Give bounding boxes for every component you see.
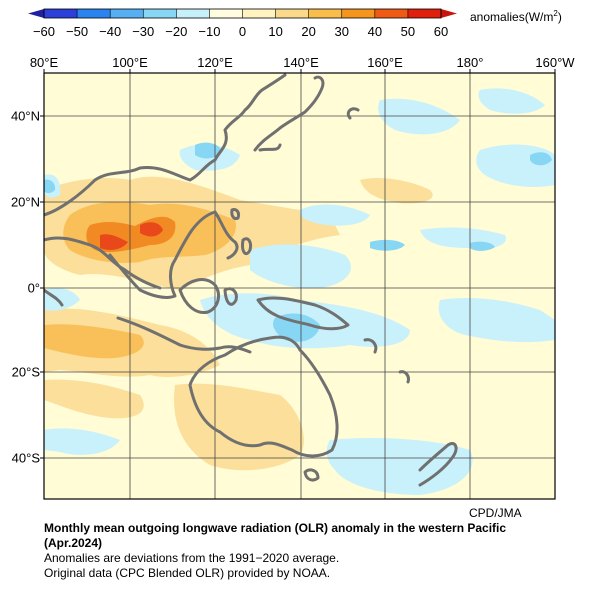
colorbar-segment (242, 9, 277, 18)
lon-label-80e: 80°E (29, 55, 59, 70)
coast-asia-mainland (44, 73, 287, 217)
colorbar-segment (275, 9, 310, 18)
colorbar-arrow-left (28, 9, 44, 18)
positive-anomaly-fields (44, 176, 433, 471)
colorbar-tick-label: −20 (165, 24, 188, 39)
lon-label-160e: 160°E (367, 55, 403, 70)
lat-label-0: 0° (27, 280, 40, 296)
colorbar-tick-label: 20 (301, 24, 316, 39)
colorbar-tick-label: −10 (198, 24, 221, 39)
colorbar-segment (110, 9, 144, 18)
colorbar-tick-label: 50 (400, 24, 416, 39)
map-frame (43, 72, 556, 500)
colorbar-tick-label: 10 (268, 24, 283, 39)
coast-japan (253, 75, 325, 152)
colorbar-segment (341, 9, 376, 18)
lat-label-20s: 20°S (11, 364, 40, 380)
colorbar-tick-label: 60 (433, 24, 449, 39)
coast-korea (258, 143, 282, 152)
caption-title-line2: (Apr.2024) (44, 536, 103, 550)
colorbar-tick-label: −30 (132, 24, 155, 39)
coast-vanuatu (363, 338, 378, 354)
negative-anomaly-fields (44, 88, 555, 495)
coast-tasmania (303, 468, 320, 482)
colorbar-tick-label: 30 (334, 24, 349, 39)
lat-label-20n: 20°N (10, 194, 40, 210)
colorbar-tick-label: −50 (66, 24, 89, 39)
lon-label-160w: 160°W (535, 55, 575, 70)
coast-sulawesi (223, 287, 238, 306)
colorbar-segment (176, 9, 210, 18)
coast-new-guinea (256, 296, 350, 331)
coast-sumatra-java (116, 316, 252, 354)
colorbar-tick-label: 40 (367, 24, 383, 39)
colorbar-segment (77, 9, 111, 18)
colorbar-segment (209, 9, 243, 18)
coast-philippines (241, 237, 252, 256)
coast-india-bay (44, 236, 162, 290)
lon-label-120e: 120°E (197, 55, 233, 70)
coast-sri-lanka (44, 288, 64, 307)
coast-malay-peninsula (108, 210, 217, 299)
colorbar-segment (44, 9, 78, 18)
frame-ticks (40, 69, 556, 459)
coast-vietnam (213, 210, 239, 260)
lon-label-180: 180° (456, 55, 484, 70)
colorbar-segment (308, 9, 343, 18)
credit-label: CPD/JMA (469, 506, 522, 520)
caption-note-source: Original data (CPC Blended OLR) provided… (44, 566, 331, 580)
coast-fiji (398, 370, 410, 384)
colorbar-segment (143, 9, 177, 18)
caption-note-baseline: Anomalies are deviations from the 1991−2… (44, 551, 340, 565)
coast-taiwan (230, 208, 240, 220)
colorbar (28, 8, 457, 19)
lat-label-40s: 40°S (11, 450, 40, 466)
colorbar-segment (374, 9, 409, 18)
colorbar-arrow-right (441, 9, 457, 18)
colorbar-units: anomalies(W/m2) (470, 9, 562, 24)
coast-kuril (346, 107, 360, 120)
lon-label-100e: 100°E (112, 55, 148, 70)
colorbar-tick-label: −60 (32, 24, 56, 39)
coastlines (44, 73, 458, 487)
lat-label-40n: 40°N (10, 108, 40, 124)
colorbar-segment (407, 9, 442, 18)
caption-title-line1: Monthly mean outgoing longwave radiation… (44, 521, 507, 535)
coast-australia (188, 335, 339, 458)
colorbar-tick-label: −40 (99, 24, 122, 39)
lon-label-140e: 140°E (283, 55, 319, 70)
coast-new-zealand (418, 442, 458, 487)
coast-borneo (178, 278, 220, 315)
colorbar-tick-label: 0 (238, 24, 247, 39)
